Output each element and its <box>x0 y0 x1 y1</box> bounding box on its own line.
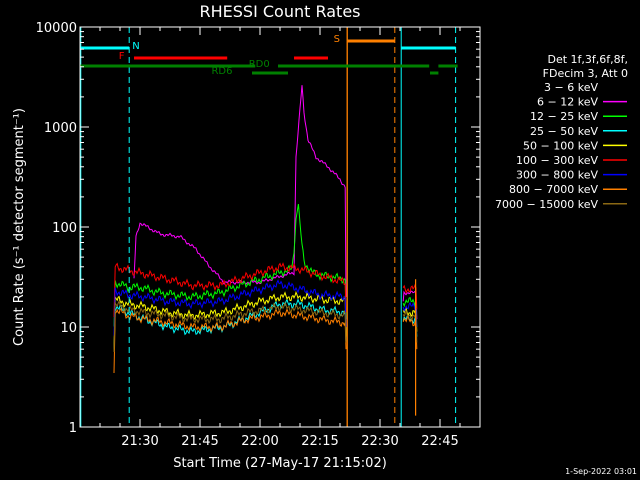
legend-entry-label: 100 − 300 keV <box>516 154 598 167</box>
y-tick-label: 10000 <box>36 21 77 36</box>
legend-entry-label: 3 − 6 keV <box>544 81 598 94</box>
footer-timestamp: 1-Sep-2022 03:01 <box>565 467 637 476</box>
legend-entry-label: 12 − 25 keV <box>530 110 598 123</box>
series-line <box>402 296 418 328</box>
legend-entry-label: 800 − 7000 keV <box>509 183 598 196</box>
legend-header: Det 1f,3f,6f,8f, <box>547 53 628 66</box>
flag-label: F <box>119 51 125 62</box>
series-line <box>402 187 418 250</box>
series-line <box>113 290 347 351</box>
series-line <box>402 314 418 350</box>
series-line <box>134 125 346 210</box>
legend-entry-label: 50 − 100 keV <box>523 139 598 152</box>
y-tick-label: 10 <box>60 321 77 336</box>
series-line <box>113 262 347 318</box>
series-line <box>402 307 418 332</box>
series-line <box>402 309 418 343</box>
x-tick-label: 22:00 <box>241 434 278 449</box>
x-tick-label: 21:45 <box>181 434 218 449</box>
legend-entry-label: 7000 − 15000 keV <box>495 198 598 211</box>
x-tick-label: 22:30 <box>361 434 398 449</box>
legend-entry-label: 25 − 50 keV <box>530 125 598 138</box>
series-line <box>113 279 347 336</box>
flag-bars: NF S RD0 RD6 <box>80 34 458 77</box>
flag-label: RD0 <box>249 59 270 70</box>
y-axis-label: Count Rate (s⁻¹ detector segment⁻¹) <box>12 108 27 346</box>
legend-header: FDecim 3, Att 0 <box>543 67 628 80</box>
x-tick-label: 22:15 <box>301 434 338 449</box>
y-tick-label: 1000 <box>44 121 77 136</box>
series-line <box>113 307 347 374</box>
flag-label: N <box>132 41 139 52</box>
legend-entry-label: 300 − 800 keV <box>516 169 598 182</box>
y-tick-label: 100 <box>52 221 77 236</box>
series-line <box>402 283 418 310</box>
series-line <box>133 85 347 297</box>
flag-label: S <box>334 34 340 45</box>
x-axis-label: Start Time (27-May-17 21:15:02) <box>173 456 387 471</box>
y-tick-label: 1 <box>69 421 77 436</box>
series-line <box>113 299 347 353</box>
flag-label: RD6 <box>211 66 232 77</box>
x-tick-label: 21:30 <box>121 434 158 449</box>
series-line <box>113 184 136 267</box>
legend: Det 1f,3f,6f,8f,FDecim 3, Att 03 − 6 keV… <box>495 53 628 211</box>
x-tick-label: 22:45 <box>421 434 458 449</box>
series-line <box>402 301 418 328</box>
chart-title: RHESSI Count Rates <box>200 2 361 21</box>
axis-ticks: 21:30 21:45 22:00 22:15 22:30 22:45 1 10 100 1000… <box>36 21 481 449</box>
series-line <box>402 290 418 320</box>
legend-entry-label: 6 − 12 keV <box>537 96 598 109</box>
